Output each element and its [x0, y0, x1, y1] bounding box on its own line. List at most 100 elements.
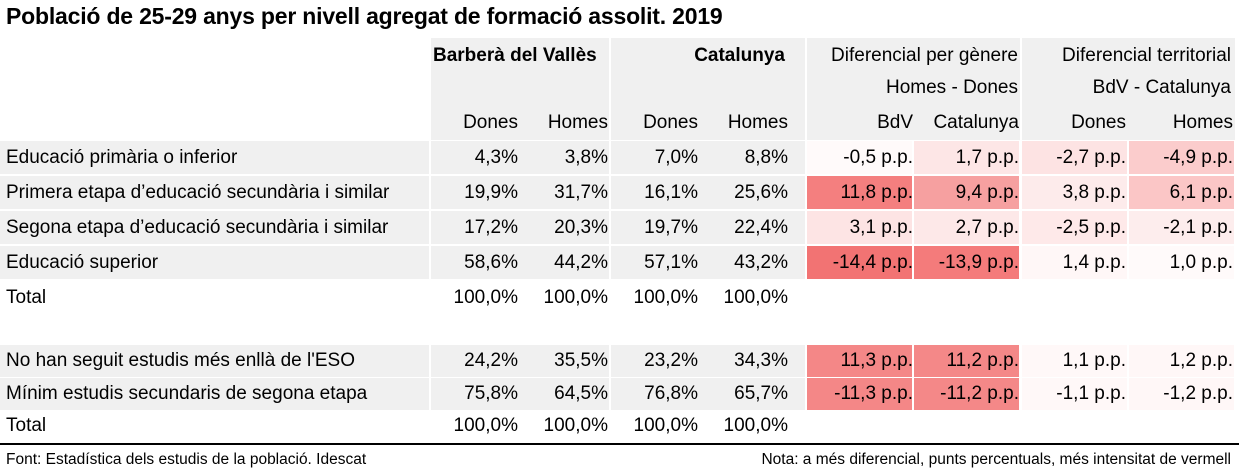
diff-cell-bg: [807, 211, 912, 244]
row-label: Primera etapa d’educació secundària i si…: [6, 182, 390, 203]
row-label: Total: [6, 415, 47, 436]
row-label: Total: [6, 287, 47, 308]
diff-cell-bg: [1129, 246, 1234, 279]
diff-cell-bg: [1129, 141, 1234, 174]
row-label: Segona etapa d’educació secundària i sim…: [6, 217, 389, 238]
row-bg: [0, 141, 805, 174]
header-barbera: Barberà del Vallès: [433, 45, 597, 66]
column-header: Homes: [547, 112, 608, 133]
value-cell: 100,0%: [723, 415, 788, 436]
diff-cell: -2,1 p.p.: [1163, 217, 1233, 238]
diff-cell: 9,4 p.p.: [955, 182, 1019, 203]
diff-cell: -4,9 p.p.: [1163, 147, 1233, 168]
diff-cell: -2,5 p.p.: [1056, 217, 1126, 238]
column-header: Catalunya: [933, 112, 1019, 133]
diff-cell-bg: [914, 345, 1019, 377]
table-title: Població de 25-29 anys per nivell agrega…: [6, 3, 723, 29]
diff-cell-bg: [1129, 176, 1234, 209]
value-cell: 100,0%: [543, 287, 608, 308]
value-cell: 100,0%: [633, 287, 698, 308]
diff-cell: 3,1 p.p.: [849, 217, 913, 238]
diff-cell-bg: [914, 378, 1019, 410]
value-cell: 65,7%: [734, 383, 788, 404]
diff-cell-bg: [1022, 176, 1127, 209]
diff-cell: 1,4 p.p.: [1062, 252, 1126, 273]
value-cell: 76,8%: [644, 383, 698, 404]
header-dif-genere-sub: Homes - Dones: [886, 77, 1018, 98]
diff-cell: 1,0 p.p.: [1169, 252, 1233, 273]
diff-cell-bg: [914, 176, 1019, 209]
diff-cell: 11,3 p.p.: [840, 350, 913, 371]
diff-cell: 1,1 p.p.: [1062, 350, 1126, 371]
value-cell: 43,2%: [734, 252, 788, 273]
value-cell: 22,4%: [734, 217, 788, 238]
diff-cell-bg: [1129, 345, 1234, 377]
diff-cell-bg: [914, 211, 1019, 244]
row-bg: [0, 345, 805, 377]
value-cell: 24,2%: [464, 350, 518, 371]
separator-3: [805, 38, 807, 410]
row-bg: [0, 378, 805, 410]
column-header: BdV: [877, 112, 913, 133]
diff-cell: -14,4 p.p.: [832, 252, 913, 273]
value-cell: 31,7%: [554, 182, 608, 203]
diff-cell: -0,5 p.p.: [843, 147, 913, 168]
diff-cell-bg: [1022, 211, 1127, 244]
separator-2: [609, 38, 611, 410]
diff-cell-bg: [1129, 211, 1234, 244]
row-label: Educació superior: [6, 252, 159, 273]
column-header: Dones: [643, 112, 698, 133]
diff-cell-bg: [807, 141, 912, 174]
row-bg: [0, 176, 805, 209]
diff-cell-bg: [914, 141, 1019, 174]
value-cell: 16,1%: [644, 182, 698, 203]
value-cell: 44,2%: [554, 252, 608, 273]
value-cell: 7,0%: [654, 147, 698, 168]
value-cell: 100,0%: [453, 287, 518, 308]
column-header: Homes: [1172, 112, 1233, 133]
row-bg: [0, 211, 805, 244]
diff-cell-bg: [1022, 141, 1127, 174]
diff-cell: 6,1 p.p.: [1169, 182, 1233, 203]
value-cell: 4,3%: [474, 147, 518, 168]
diff-cell-bg: [807, 378, 912, 410]
value-cell: 17,2%: [464, 217, 518, 238]
value-cell: 25,6%: [734, 182, 788, 203]
value-cell: 58,6%: [464, 252, 518, 273]
diff-cell-bg: [1022, 246, 1127, 279]
diff-cell: 1,2 p.p.: [1169, 350, 1233, 371]
value-cell: 19,9%: [464, 182, 518, 203]
column-header: Dones: [1071, 112, 1126, 133]
diff-cell-bg: [807, 345, 912, 377]
row-label: Educació primària o inferior: [6, 147, 238, 168]
row-label: No han seguit estudis més enllà de l'ESO: [6, 350, 355, 371]
column-header: Homes: [727, 112, 788, 133]
diff-cell-bg: [807, 176, 912, 209]
header-bg-left: [431, 38, 806, 140]
diff-cell: 1,7 p.p.: [955, 147, 1019, 168]
value-cell: 64,5%: [554, 383, 608, 404]
row-bg: [0, 246, 805, 279]
separator-4: [1020, 38, 1022, 410]
diff-cell: -13,9 p.p.: [938, 252, 1019, 273]
header-dif-territorial: Diferencial territorial: [1062, 45, 1231, 66]
header-dif-genere: Diferencial per gènere: [831, 45, 1018, 66]
diff-cell: -11,3 p.p.: [834, 383, 913, 404]
diff-cell-bg: [1022, 345, 1127, 377]
diff-cell-bg: [807, 246, 912, 279]
value-cell: 20,3%: [554, 217, 608, 238]
value-cell: 19,7%: [644, 217, 698, 238]
header-dif-territorial-sub: BdV - Catalunya: [1092, 77, 1231, 98]
row-label: Mínim estudis secundaris de segona etapa: [6, 383, 368, 404]
separator-1: [429, 38, 431, 410]
footer-source: Font: Estadística dels estudis de la pob…: [6, 451, 367, 468]
value-cell: 100,0%: [633, 415, 698, 436]
header-catalunya: Catalunya: [694, 45, 785, 66]
diff-cell: 11,2 p.p.: [946, 350, 1019, 371]
diff-cell-bg: [914, 246, 1019, 279]
value-cell: 75,8%: [464, 383, 518, 404]
footer-note: Nota: a més diferencial, punts percentua…: [761, 451, 1231, 468]
value-cell: 35,5%: [554, 350, 608, 371]
diff-cell: -11,2 p.p.: [940, 383, 1019, 404]
diff-cell-bg: [1129, 378, 1234, 410]
